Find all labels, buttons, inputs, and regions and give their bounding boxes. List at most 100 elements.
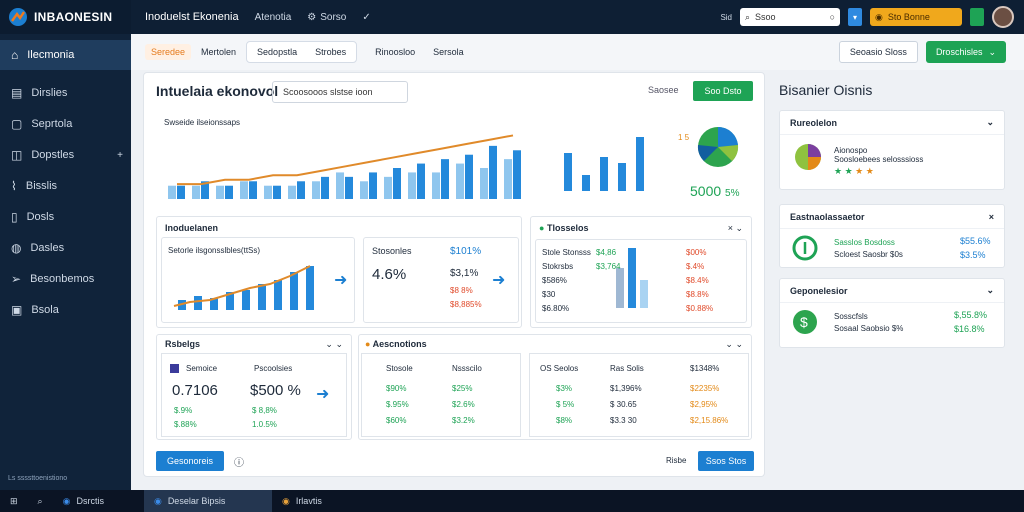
home-icon: ⌂ — [11, 48, 19, 62]
refresh-icon — [792, 235, 818, 261]
taskbar-app-1[interactable]: ◉ Dsrctis — [62, 495, 104, 507]
overview-bar-chart — [168, 134, 521, 199]
page-title: Intuelaia ekonovol — [156, 83, 279, 99]
dropdown-button[interactable]: ▾ — [848, 8, 862, 26]
subbar: Seredee Mertolen Sedopstla Strobes Rinoo… — [131, 34, 1024, 70]
right-panel: Bisanier Oisnis Rureolelon ⌄ Aionospo Soo… — [779, 76, 1005, 358]
card-1: Inoduelanen Setorle ilsgonsslbles(ttSs) … — [156, 216, 522, 328]
check-icon[interactable]: ✓ — [362, 11, 371, 23]
logo[interactable]: INBAONESIN — [0, 0, 131, 34]
send-icon: ➢ — [11, 272, 22, 286]
nav-link-1[interactable]: Atenotia — [254, 11, 292, 23]
cell: $30 — [542, 290, 556, 299]
big-value-1: 0.7106 — [172, 382, 218, 399]
arrow-right-icon: ➜ — [316, 386, 330, 403]
sidebar-item-1[interactable]: ⌂ Ilecmonia — [0, 40, 131, 70]
overview-pie-chart — [697, 126, 739, 167]
chevron-down-icon[interactable]: ⌄ — [986, 117, 994, 127]
chart-bar — [177, 185, 185, 199]
taskbar-app-2[interactable]: ◉ Deselar Bipsis — [143, 490, 272, 512]
status-button[interactable] — [970, 8, 984, 26]
sidebar-item-label: Dosls — [26, 211, 55, 223]
logo-icon — [9, 8, 27, 26]
close-icon[interactable]: × ⌄ — [727, 223, 743, 233]
tab-2[interactable]: Mertolen — [201, 47, 237, 57]
panel-action-button[interactable]: Soo Dsto — [693, 81, 753, 101]
sidebar-item-2[interactable]: ▤ Dirslies — [0, 78, 131, 108]
search-input[interactable]: ⌕ Ssoo ○ — [740, 8, 840, 26]
cell: $3.2% — [452, 416, 475, 425]
taskbar-app-3[interactable]: ◉ Irlavtis — [281, 495, 322, 507]
value-4: 1.0.5% — [252, 420, 277, 429]
chart-bar — [225, 185, 233, 199]
checkbox[interactable] — [170, 364, 179, 373]
chevron-down-icon[interactable]: ⌄ — [986, 285, 994, 295]
chevron-down-icon[interactable]: ⌄ ⌄ — [725, 339, 743, 349]
chart-bar — [201, 181, 209, 199]
primary-button[interactable]: Droschisles ⌄ — [925, 41, 1006, 63]
plus-icon[interactable]: + — [117, 149, 123, 161]
avatar[interactable] — [992, 6, 1014, 28]
chevron-down-icon[interactable]: ⌄ ⌄ — [325, 339, 343, 349]
tab-5[interactable]: Rinoosloo — [375, 47, 416, 57]
right-card-2-v1: $55.6% — [960, 236, 991, 246]
panel-search-input[interactable]: Scoosooos slstse ioon — [272, 81, 408, 103]
tab-6[interactable]: Sersola — [433, 47, 464, 57]
close-icon[interactable]: × — [988, 211, 994, 222]
alert-button[interactable]: ◉ Sto Bonne — [870, 8, 962, 26]
col-2: Pscoolsies — [254, 364, 293, 373]
chart-bar — [582, 175, 590, 191]
footer-left-button[interactable]: Gesonoreis — [156, 451, 224, 471]
chart-bar — [564, 153, 572, 191]
column-header: Ras Solis — [610, 364, 644, 373]
sidebar-item-label: Ilecmonia — [27, 49, 75, 61]
sidebar-item-5[interactable]: ⌇ Bisslis — [0, 171, 131, 201]
outline-button[interactable]: Seoasio Sloss — [838, 41, 918, 63]
info-icon[interactable]: ⓘ — [234, 458, 244, 469]
cell: Stole Stonsss — [542, 248, 591, 257]
stat-2: $3,1% — [450, 268, 479, 279]
nav-link-2[interactable]: ⚙ Sorso — [307, 11, 347, 23]
chart-bar — [408, 172, 416, 199]
topbar: Inoduelst Ekonenia Atenotia ⚙ Sorso ✓ Sid… — [131, 0, 1024, 34]
search-icon: ⌕ — [745, 11, 751, 22]
cell: $25% — [452, 384, 473, 393]
chart-bar — [513, 150, 521, 199]
footer-right-button[interactable]: Ssos Stos — [698, 451, 754, 471]
sidebar-item-7[interactable]: ◍ Dasles — [0, 233, 131, 263]
big-value-2: $500 % — [250, 382, 301, 399]
chart-bar — [480, 168, 488, 199]
sidebar-item-label: Dirslies — [31, 87, 68, 99]
sidebar-item-3[interactable]: ▢ Seprtola — [0, 109, 131, 139]
pie-icon — [795, 144, 821, 170]
col-1: Semoice — [186, 364, 218, 373]
card-title: Rsbelgs — [165, 339, 201, 349]
sidebar-item-6[interactable]: ▯ Dosls — [0, 202, 131, 232]
chart-bar — [384, 176, 392, 199]
right-panel-title: Bisanier Oisnis — [779, 82, 873, 98]
right-card-1: Rureolelon ⌄ Aionospo Soosloebees selosss… — [779, 110, 1005, 190]
tab-3[interactable]: Sedopstla — [257, 47, 298, 57]
column-header: $1348% — [690, 364, 720, 373]
search-icon[interactable]: ⌕ — [37, 495, 43, 506]
cell: $8.8% — [686, 290, 709, 299]
trend-bar-chart — [173, 265, 314, 310]
chart-bar — [465, 154, 473, 199]
tab-1[interactable]: Seredee — [145, 44, 192, 60]
bar-chart-secondary — [564, 137, 644, 191]
chart-bar — [312, 181, 320, 199]
cell: $2235% — [690, 384, 720, 393]
chart-bar — [321, 176, 329, 199]
clear-icon[interactable]: ○ — [829, 12, 835, 22]
card-3: Rsbelgs ⌄ ⌄ Semoice Pscoolsies 0.7106 $5… — [156, 334, 352, 440]
sidebar-item-8[interactable]: ➢ Besonbemos — [0, 264, 131, 294]
globe-icon: ◍ — [11, 241, 22, 255]
start-icon[interactable]: ⊞ — [10, 495, 18, 506]
sidebar-item-9[interactable]: ▣ Bsola — [0, 295, 131, 325]
tab-4[interactable]: Strobes — [315, 47, 347, 57]
sidebar-item-4[interactable]: ◫ Dopstles + — [0, 140, 131, 170]
arrow-right-icon: ➜ — [492, 272, 506, 289]
sidebar-item-label: Bsola — [31, 304, 59, 316]
chart-bar — [369, 172, 377, 199]
